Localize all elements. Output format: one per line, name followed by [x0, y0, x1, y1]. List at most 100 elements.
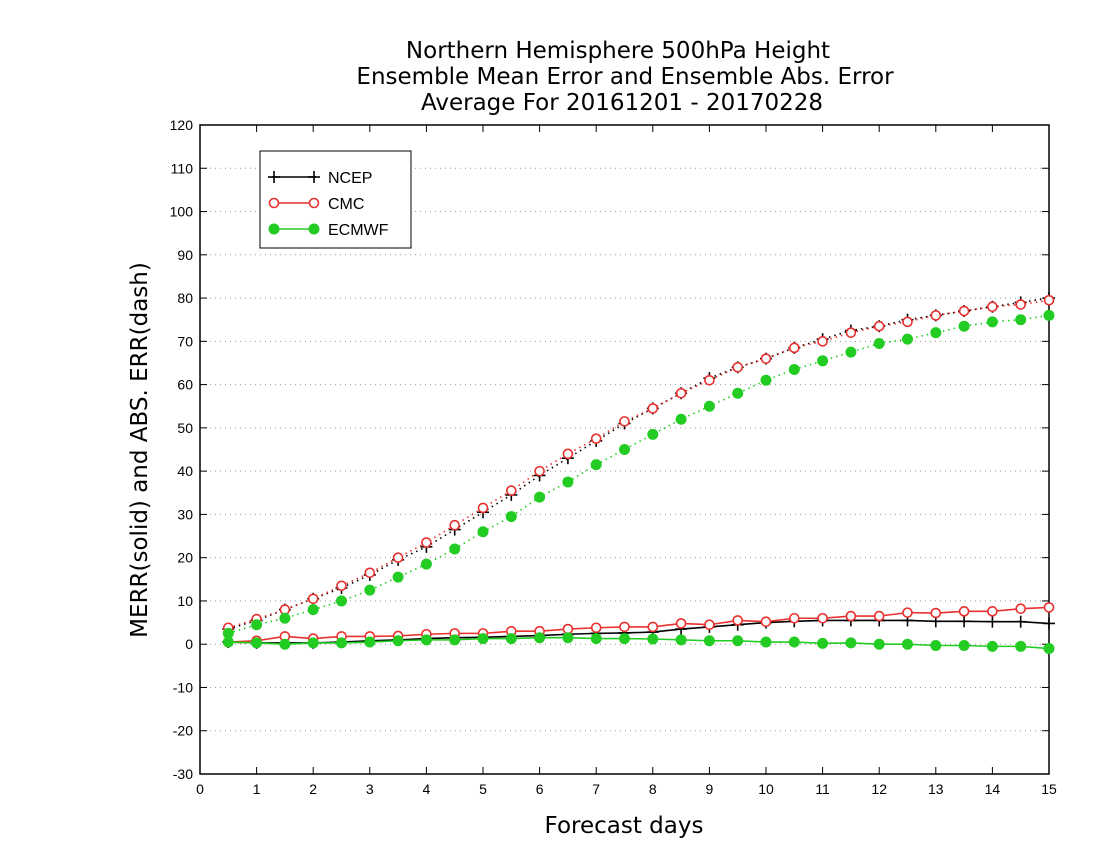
legend-box [259, 150, 412, 249]
ecmwf-abs-err-point [392, 571, 404, 583]
title-line-3: Average For 20161201 - 20170228 [421, 90, 823, 116]
cmc-abs-err-point [590, 433, 602, 444]
cmc-abs-err-point [505, 485, 517, 496]
y-tick-label: 50 [177, 420, 193, 436]
cmc-abs-err-point [987, 301, 998, 313]
ecmwf-abs-err-point [647, 428, 659, 440]
ecmwf-merr-point [251, 637, 263, 649]
cmc-abs-err-point [958, 305, 970, 317]
cmc-merr-point [1043, 602, 1055, 613]
cmc-merr-point [987, 606, 998, 617]
ecmwf-merr-point [817, 637, 829, 649]
ecmwf-merr-point [364, 636, 376, 648]
ecmwf-merr-point [958, 639, 970, 651]
y-tick-label: 120 [170, 117, 194, 133]
ecmwf-merr-point [420, 634, 432, 646]
legend-marker [268, 171, 280, 183]
series-ncep [222, 292, 1055, 649]
ecmwf-abs-err-point [986, 316, 998, 328]
cmc-abs-err-point [534, 465, 545, 477]
cmc-merr-point [647, 621, 659, 633]
cmc-abs-err-point [732, 361, 744, 373]
ecmwf-merr-point [590, 633, 602, 645]
y-axis-label: MERR(solid) and ABS. ERR(dash) [127, 262, 153, 638]
x-tick-label: 12 [871, 781, 887, 797]
ecmwf-merr-point [505, 633, 517, 645]
ecmwf-abs-err-point [845, 346, 857, 358]
x-tick-label: 8 [649, 781, 657, 797]
cmc-abs-err-point [845, 327, 857, 338]
series-ecmwf [222, 309, 1055, 655]
x-tick-label: 10 [758, 781, 774, 797]
ecmwf-abs-err-point [958, 320, 970, 332]
x-axis-label: Forecast days [545, 813, 704, 839]
x-tick-label: 15 [1041, 781, 1057, 797]
cmc-abs-err-point [392, 552, 404, 563]
ecmwf-merr-point [703, 635, 715, 647]
legend: NCEP CMC ECMWF [259, 150, 412, 249]
cmc-abs-err-point [1015, 299, 1027, 310]
ecmwf-abs-err-point [902, 333, 913, 345]
ecmwf-merr-point [534, 632, 546, 644]
cmc-abs-err-point [364, 567, 376, 579]
cmc-abs-err-point [873, 320, 885, 332]
cmc-abs-err-point [279, 604, 291, 615]
ecmwf-merr-point [760, 636, 772, 648]
cmc-merr-point [704, 619, 715, 631]
ecmwf-abs-err-point [222, 627, 234, 639]
ecmwf-abs-err-line [228, 314, 1050, 635]
ecmwf-abs-err-point [788, 363, 800, 375]
cmc-abs-err-point [421, 537, 432, 548]
ncep-merr-point [986, 615, 999, 628]
ecmwf-abs-err-point [449, 543, 461, 555]
x-tick-label: 11 [815, 781, 830, 797]
legend-marker [308, 171, 320, 183]
ecmwf-abs-err-point [675, 413, 687, 425]
ecmwf-abs-err-point [817, 355, 829, 367]
cmc-abs-err-point [1043, 294, 1055, 306]
cmc-merr-point [902, 607, 913, 618]
x-tick-label: 4 [423, 781, 431, 797]
cmc-merr-point [958, 606, 970, 617]
ecmwf-abs-err-point [279, 612, 291, 624]
y-tick-label: 70 [177, 333, 193, 349]
x-tick-label: 14 [985, 781, 1001, 797]
cmc-merr-point [590, 622, 602, 634]
cmc-abs-err-point [817, 336, 828, 347]
ncep-merr-point [1014, 615, 1027, 628]
ecmwf-merr-point [732, 635, 744, 647]
cmc-abs-err-point [760, 353, 772, 364]
ecmwf-merr-point [619, 633, 630, 645]
cmc-merr-point [619, 621, 630, 633]
legend-item-ncep: NCEP [268, 170, 372, 187]
cmc-merr-point [675, 618, 687, 629]
ecmwf-merr-line [228, 636, 1050, 650]
ecmwf-merr-point [902, 638, 913, 650]
legend-label-ecmwf: ECMWF [328, 222, 389, 239]
ecmwf-abs-err-point [1043, 309, 1055, 321]
x-tick-label: 0 [196, 781, 204, 797]
y-tick-label: 0 [185, 636, 193, 652]
cmc-abs-err-point [704, 374, 715, 386]
y-tick-label: 40 [177, 463, 193, 479]
cmc-abs-err-point [307, 593, 319, 605]
x-tick-label: 2 [309, 781, 317, 797]
ecmwf-merr-point [1015, 640, 1027, 652]
cmc-merr-point [1015, 603, 1027, 615]
y-tick-label: 110 [171, 160, 194, 176]
ecmwf-abs-err-point [477, 526, 489, 538]
y-axis-ticks: -30 -20 -10 0 10 20 30 40 50 60 70 80 90 100 110 120 [170, 117, 1049, 782]
ecmwf-merr-point [562, 632, 574, 644]
ncep-merr-point [1043, 617, 1055, 630]
cmc-abs-err-point [902, 316, 913, 328]
ecmwf-abs-err-point [307, 604, 319, 616]
plot-frame [199, 124, 1050, 775]
ecmwf-merr-point [845, 637, 857, 649]
legend-marker [268, 223, 280, 235]
chart-title: Northern Hemisphere 500hPa Height Ensemb… [356, 38, 894, 116]
cmc-merr-point [788, 612, 800, 624]
ecmwf-merr-point [336, 637, 347, 649]
cmc-abs-err-point [930, 310, 942, 321]
cmc-merr-point [562, 623, 574, 635]
